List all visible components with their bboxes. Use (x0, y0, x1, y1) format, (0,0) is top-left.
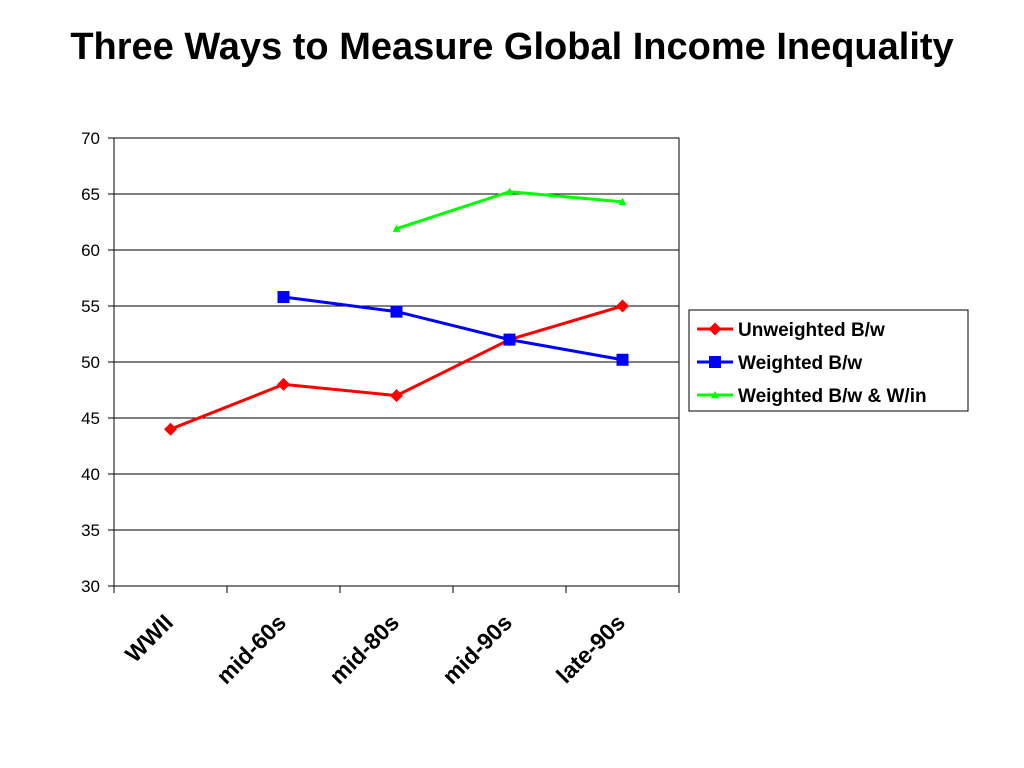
y-tick-label: 70 (81, 129, 100, 148)
x-tick-label: mid-90s (437, 609, 517, 689)
legend-label: Weighted B/w (738, 353, 862, 374)
legend: Unweighted B/w Weighted B/w Weighted B/w &… (688, 309, 969, 412)
diamond-marker (616, 299, 629, 313)
diamond-marker (390, 389, 403, 403)
square-marker (709, 356, 721, 368)
y-tick-label: 60 (81, 241, 100, 260)
chart-title: Three Ways to Measure Global Income Ineq… (70, 26, 954, 68)
y-tick-label: 45 (81, 409, 100, 428)
triangle-marker (618, 197, 627, 206)
series-line (396, 190, 623, 231)
series-markers (164, 187, 629, 436)
legend-label: Weighted B/w & W/in (738, 386, 927, 407)
square-marker (277, 291, 290, 304)
square-marker (503, 333, 516, 346)
x-axis: WWII mid-60s mid-80s mid-90s late-90s (113, 586, 680, 689)
gridlines (114, 137, 679, 587)
triangle-marker (505, 187, 514, 195)
x-tick-label: mid-80s (324, 609, 404, 689)
square-marker (390, 305, 403, 318)
y-tick-label: 40 (81, 465, 100, 484)
x-tick-label: late-90s (551, 609, 630, 688)
y-tick-label: 55 (81, 297, 100, 316)
diamond-marker (277, 377, 290, 391)
y-axis: 30 35 40 45 50 55 60 65 70 (81, 129, 114, 596)
legend-label: Unweighted B/w (738, 320, 885, 341)
x-tick-label: mid-60s (211, 609, 291, 689)
y-tick-label: 65 (81, 185, 100, 204)
triangle-marker (711, 391, 719, 399)
series-line (169, 304, 623, 431)
series-line (283, 295, 623, 362)
diamond-marker (164, 422, 177, 436)
legend-box (688, 309, 969, 412)
y-tick-label: 30 (81, 577, 100, 596)
x-tick-label: WWII (120, 609, 178, 667)
y-tick-label: 50 (81, 353, 100, 372)
square-marker (616, 353, 629, 366)
triangle-marker (392, 224, 401, 232)
diamond-marker (708, 322, 722, 336)
y-tick-label: 35 (81, 521, 100, 540)
